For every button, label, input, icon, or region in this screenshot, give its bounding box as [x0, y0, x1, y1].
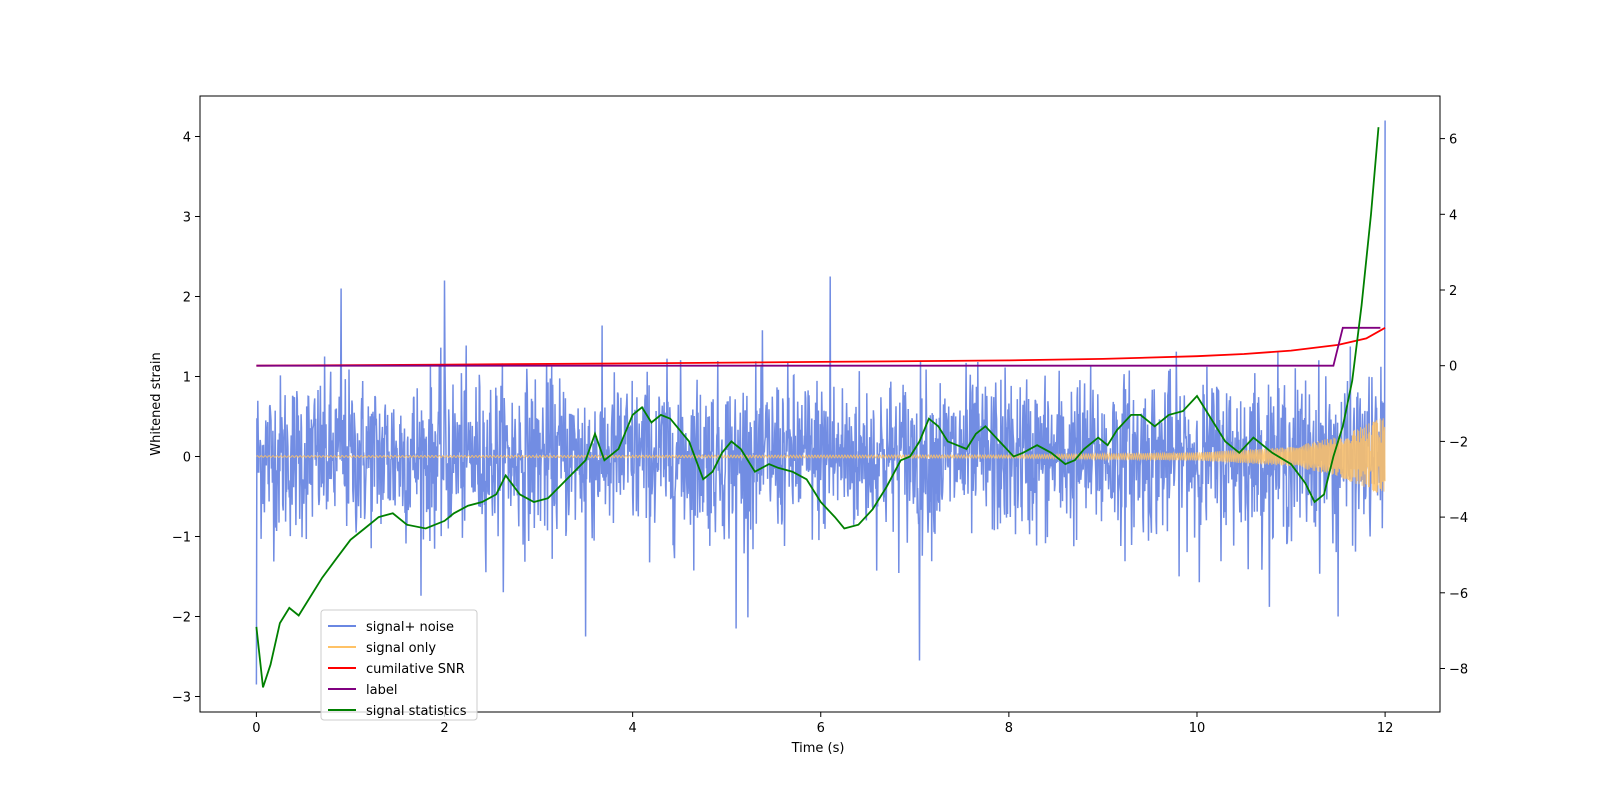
legend: signal+ noise signal only cumilative SNR la…	[320, 609, 478, 721]
y2-tick-label: 2	[1449, 284, 1457, 299]
legend-frame	[320, 609, 478, 721]
legend-entry: signal statistics	[366, 704, 467, 719]
y2-tick-label: −2	[1449, 435, 1468, 450]
y-tick-label: 1	[183, 371, 191, 386]
series-layer	[255, 120, 1386, 688]
y-tick-label: 3	[183, 211, 191, 226]
y2-tick-label: −8	[1449, 663, 1468, 678]
legend-entry: label	[366, 683, 397, 698]
y-tick-label: 2	[183, 291, 191, 306]
x-tick-label: 4	[628, 721, 636, 736]
y-axis-right: −8 −6 −4 −2 0 2 4 6	[1440, 133, 1468, 678]
axes-frame	[199, 95, 1441, 713]
legend-entry: signal only	[366, 641, 436, 656]
y2-tick-label: 4	[1449, 208, 1457, 223]
series-signal-only	[256, 418, 1386, 493]
y-tick-label: −2	[172, 611, 191, 626]
series-signal-statistics	[255, 127, 1380, 688]
y2-tick-label: 0	[1449, 360, 1457, 375]
x-tick-label: 10	[1189, 721, 1206, 736]
x-tick-label: 2	[440, 721, 448, 736]
x-axis-label: Time (s)	[791, 741, 845, 756]
x-tick-label: 8	[1005, 721, 1013, 736]
y2-tick-label: −6	[1449, 587, 1468, 602]
y-axis-left: −3 −2 −1 0 1 2 3 4	[172, 131, 200, 706]
legend-entry: cumilative SNR	[366, 662, 465, 677]
y-axis-label: Whitened strain	[149, 352, 164, 455]
y2-tick-label: −4	[1449, 511, 1468, 526]
x-tick-label: 0	[252, 721, 260, 736]
x-tick-label: 12	[1377, 721, 1394, 736]
x-tick-label: 6	[817, 721, 825, 736]
y-tick-label: −3	[172, 691, 191, 706]
y2-tick-label: 6	[1449, 133, 1457, 148]
plot-area	[255, 120, 1386, 688]
y-tick-label: 0	[183, 451, 191, 466]
series-signal-plus-noise	[255, 120, 1386, 685]
y-tick-label: −1	[172, 531, 191, 546]
series-label	[256, 326, 1381, 367]
y-tick-label: 4	[183, 131, 191, 146]
series-cumulative-snr	[256, 327, 1386, 367]
legend-entry: signal+ noise	[366, 620, 454, 635]
